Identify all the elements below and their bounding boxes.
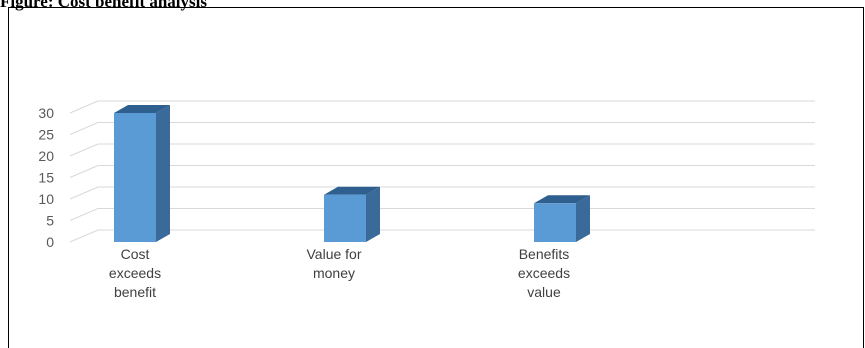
gridline-side (69, 143, 99, 157)
chart-gridlines (69, 100, 815, 243)
gridline-side (69, 100, 99, 114)
y-tick-label: 15 (38, 170, 54, 186)
bar-top-face (534, 195, 590, 204)
gridline-side (69, 229, 99, 243)
x-category-label-line: benefit (114, 284, 156, 300)
bar-side-face (156, 105, 170, 242)
bar-top-face (324, 186, 380, 195)
y-tick-label: 20 (38, 148, 54, 164)
bar-front-face (114, 113, 156, 242)
bar (324, 186, 380, 242)
y-tick-label: 10 (38, 191, 54, 207)
y-axis: 0 5 10 15 20 25 30 (38, 105, 54, 250)
bar-top-face (114, 105, 170, 113)
x-category-label-line: exceeds (109, 265, 161, 281)
chart-frame (8, 7, 864, 348)
x-category-label-line: value (527, 284, 561, 300)
bar (114, 105, 170, 242)
chart-bars (114, 105, 590, 242)
bar-side-face (576, 195, 590, 242)
x-category-label-line: money (313, 265, 355, 281)
y-tick-label: 5 (46, 213, 54, 229)
y-tick-label: 0 (46, 234, 54, 250)
bar (534, 195, 590, 242)
gridline-side (69, 165, 99, 178)
y-tick-label: 25 (38, 127, 54, 143)
bar-front-face (534, 203, 576, 242)
x-category-label: Cost exceeds benefit (109, 246, 161, 300)
x-category-label: Value for money (307, 246, 362, 281)
gridline-side (69, 208, 99, 221)
bar-front-face (324, 194, 366, 242)
y-tick-label: 30 (38, 105, 54, 121)
x-category-label: Benefits exceeds value (518, 246, 570, 300)
figure-caption: Figure: Cost benefit analysis (0, 0, 207, 11)
gridline-side (69, 122, 99, 135)
x-category-label-line: Cost (121, 246, 150, 262)
x-category-label-line: Value for (307, 246, 362, 262)
gridline-side (69, 186, 99, 200)
x-axis: Cost exceeds benefit Value for money Benefits… (109, 246, 570, 300)
x-category-label-line: exceeds (518, 265, 570, 281)
x-category-label-line: Benefits (519, 246, 570, 262)
bar-side-face (366, 186, 380, 242)
